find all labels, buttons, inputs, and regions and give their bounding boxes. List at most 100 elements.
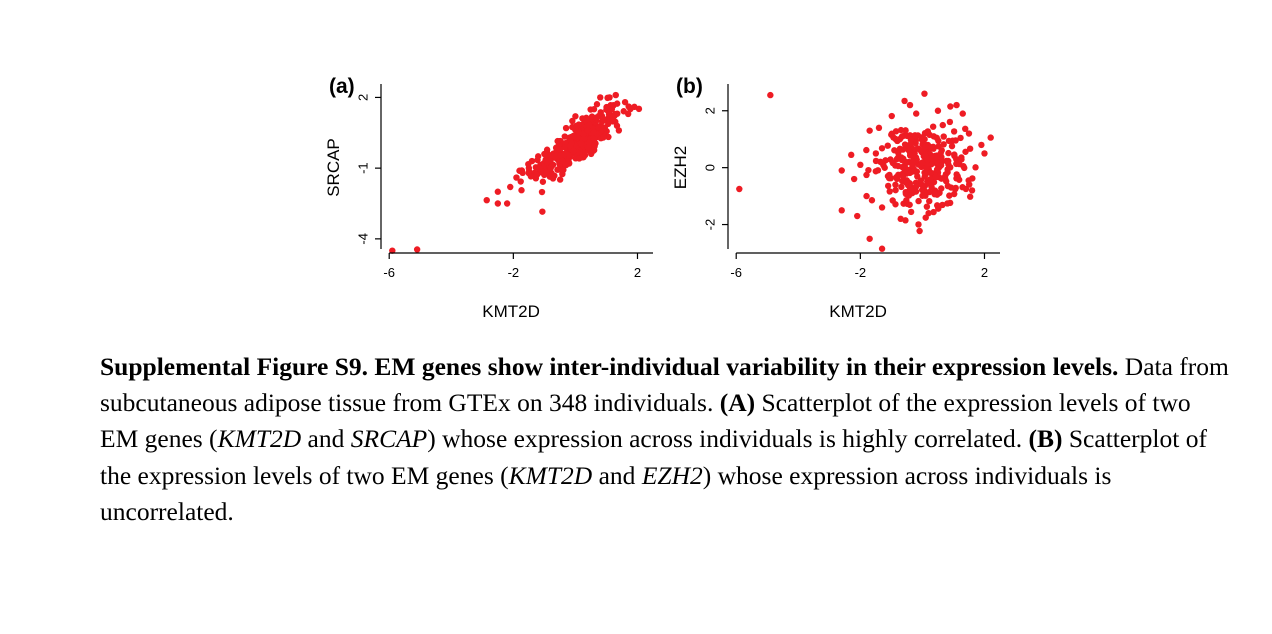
data-point xyxy=(935,205,942,212)
data-point xyxy=(940,141,947,148)
data-point xyxy=(886,188,893,195)
data-point xyxy=(927,169,934,176)
data-point xyxy=(590,129,597,136)
data-point xyxy=(914,173,921,180)
data-point xyxy=(838,167,845,174)
data-point xyxy=(559,166,566,174)
panel-b-x-axis-label: KMT2D xyxy=(829,302,887,321)
data-point xyxy=(611,112,619,119)
caption-gene-name: EZH2 xyxy=(641,460,703,490)
data-point xyxy=(925,209,932,217)
data-point xyxy=(947,164,954,171)
x-tick-label: 2 xyxy=(981,265,988,280)
data-point xyxy=(624,110,632,118)
data-point xyxy=(528,157,536,165)
data-point xyxy=(541,150,548,158)
data-point xyxy=(612,91,619,99)
data-point xyxy=(863,171,870,179)
data-point xyxy=(882,157,889,164)
data-point xyxy=(951,152,958,160)
data-point xyxy=(513,174,520,181)
data-point xyxy=(961,164,968,172)
data-point xyxy=(579,115,586,122)
data-point xyxy=(897,126,905,134)
data-point xyxy=(884,142,891,149)
data-point xyxy=(906,201,913,208)
data-point xyxy=(914,132,922,139)
data-point xyxy=(585,121,593,129)
caption-title: Supplemental Figure S9. EM genes show in… xyxy=(100,352,1119,381)
data-point xyxy=(866,235,873,242)
data-point xyxy=(946,192,953,199)
data-point xyxy=(917,177,925,184)
data-point xyxy=(953,101,960,109)
panel-b-label: (b) xyxy=(676,75,703,98)
data-point xyxy=(878,145,886,152)
data-point xyxy=(962,148,969,155)
y-tick-label: -1 xyxy=(356,162,371,174)
data-point xyxy=(959,184,966,191)
caption-a-label: (A) xyxy=(719,388,756,418)
data-point xyxy=(884,182,892,190)
data-point xyxy=(863,146,870,154)
data-point xyxy=(494,188,502,195)
data-point xyxy=(591,141,599,148)
y-tick-label: 2 xyxy=(703,107,718,114)
data-point xyxy=(543,158,551,166)
caption-text: and xyxy=(301,424,351,454)
data-point xyxy=(927,175,934,183)
panel-a-scatterplot: (a) -6 -2 2 -4 -1 2 KMT2D SRCAP xyxy=(324,75,653,321)
data-point xyxy=(613,100,621,107)
data-point xyxy=(916,227,923,235)
data-point xyxy=(915,197,922,205)
data-point xyxy=(933,134,940,142)
data-point xyxy=(906,152,914,159)
data-point xyxy=(539,178,547,185)
data-point xyxy=(576,155,583,162)
data-point xyxy=(736,185,743,193)
data-point xyxy=(551,153,559,161)
data-point xyxy=(865,166,872,174)
caption-text: ) whose expression across individuals is… xyxy=(427,424,1029,454)
data-point xyxy=(587,150,595,158)
data-point xyxy=(943,157,950,165)
data-point xyxy=(527,173,535,180)
data-point xyxy=(930,143,937,151)
caption-gene-name: SRCAP xyxy=(350,424,428,454)
data-point xyxy=(868,197,876,204)
data-point xyxy=(946,199,954,207)
data-point xyxy=(878,204,886,211)
data-point xyxy=(972,164,979,171)
data-point xyxy=(917,147,925,154)
panel-b-axes: -6 -2 2 -2 0 2 xyxy=(703,84,1000,280)
data-point xyxy=(911,168,918,175)
data-point xyxy=(507,183,514,191)
data-point xyxy=(931,190,938,198)
data-point xyxy=(966,145,974,152)
data-point xyxy=(978,141,985,149)
data-point xyxy=(615,127,623,134)
data-point xyxy=(907,208,915,216)
data-point xyxy=(584,143,592,151)
data-point xyxy=(562,144,569,151)
data-point xyxy=(570,132,577,139)
data-point xyxy=(966,193,974,200)
data-point xyxy=(863,192,870,200)
data-point xyxy=(958,156,965,163)
data-point xyxy=(919,159,926,166)
data-point xyxy=(838,207,845,214)
data-point xyxy=(887,174,895,182)
panel-a-x-axis-label: KMT2D xyxy=(482,302,540,321)
y-tick-label: 0 xyxy=(703,164,718,171)
data-point xyxy=(561,133,568,140)
x-tick-label: -6 xyxy=(730,265,742,280)
panel-b-scatterplot: (b) -6 -2 2 -2 0 2 KMT2D EZH2 xyxy=(671,75,1000,321)
data-point xyxy=(939,121,946,129)
data-point xyxy=(952,137,959,144)
data-point xyxy=(924,156,931,164)
data-point xyxy=(953,171,960,178)
data-point xyxy=(577,140,585,147)
figure: (a) -6 -2 2 -4 -1 2 KMT2D SRCAP (b) -6 -2 2 -2 0 2… xyxy=(324,75,1000,321)
data-point xyxy=(872,150,880,157)
data-point xyxy=(483,196,490,204)
